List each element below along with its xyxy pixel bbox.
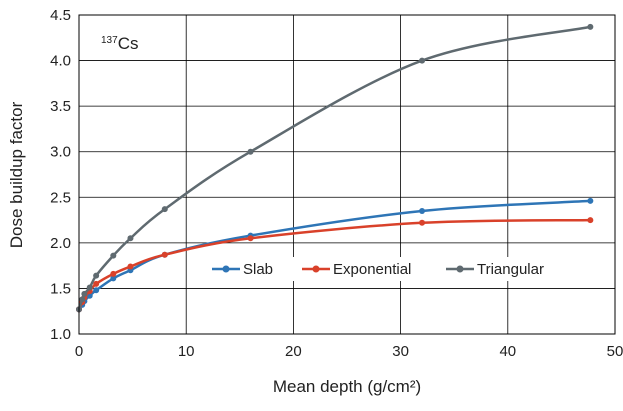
data-point-triangular [247,148,254,155]
gridlines [79,15,615,334]
legend-marker-slab [222,265,230,273]
x-axis-title: Mean depth (g/cm²) [273,377,421,396]
legend-marker-triangular [456,265,464,273]
data-point-triangular [587,23,594,30]
legend: Slab Exponential Triangular [206,257,568,281]
cs-annotation-text: Cs [118,34,139,53]
y-tick-label: 1.5 [50,280,71,297]
x-tick-label: 50 [607,343,623,360]
y-axis-title: Dose buildup factor [7,101,26,248]
data-point-exponential [93,280,100,287]
data-point-triangular [127,235,134,242]
plot-frame [78,14,616,335]
x-tick-label: 40 [499,343,516,360]
data-point-triangular [93,272,100,279]
series-slab [76,197,594,313]
data-point-exponential [161,251,168,258]
data-point-exponential [419,219,426,226]
x-tick-label: 20 [285,343,302,360]
cs-annotation-superscript: 137 [101,35,118,46]
y-tick-label: 4.0 [50,53,71,70]
legend-background [206,257,568,281]
data-point-triangular [419,57,426,64]
data-point-triangular [79,296,86,303]
legend-marker-exponential [312,265,320,273]
data-point-exponential [587,217,594,224]
x-tick-label: 30 [392,343,409,360]
x-tick-label: 10 [178,343,195,360]
y-tick-label: 3.0 [50,144,71,161]
cs-annotation: 137Cs [101,34,138,53]
y-tick-label: 1.0 [50,326,71,343]
y-tick-label: 2.5 [50,189,71,206]
y-tick-label: 3.5 [50,98,71,115]
series-triangular [76,23,594,313]
legend-label-slab: Slab [243,261,273,278]
data-point-triangular [161,206,168,213]
series [76,23,594,313]
data-point-triangular [86,284,93,291]
legend-label-exponential: Exponential [333,261,411,278]
data-point-slab [587,197,594,204]
data-point-triangular [110,252,117,259]
y-tick-label: 2.0 [50,235,71,252]
y-tick-label: 4.5 [50,7,71,24]
tick-labels: 1.0 1.5 2.0 2.5 3.0 3.5 4.0 4.5 0 10 20 30 40 50 [50,7,623,360]
data-point-triangular [81,290,88,297]
data-point-exponential [127,263,134,270]
data-point-slab [93,287,100,294]
data-point-exponential [110,270,117,277]
legend-label-triangular: Triangular [477,261,544,278]
data-point-exponential [247,235,254,242]
data-point-slab [419,207,426,214]
x-tick-label: 0 [75,343,83,360]
data-point-slab [110,275,117,282]
